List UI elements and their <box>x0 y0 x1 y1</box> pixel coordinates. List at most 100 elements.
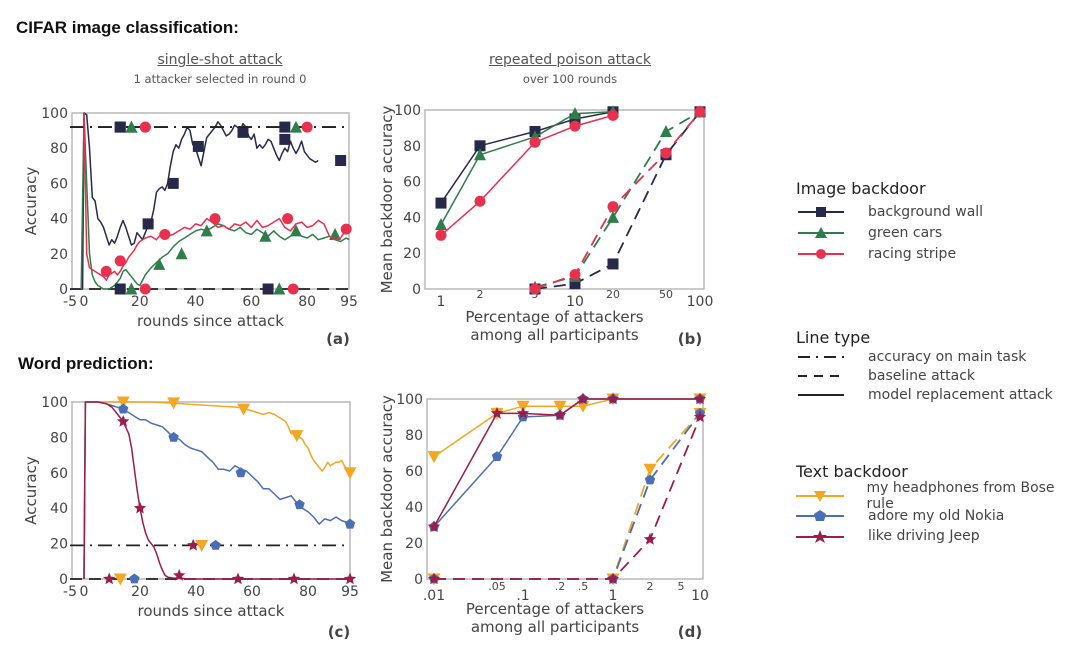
data-point-circle <box>529 136 541 148</box>
x-axis-label: rounds since attack <box>138 602 285 620</box>
plot-frame-d <box>426 398 704 580</box>
y-tick-label: 100 <box>396 392 423 408</box>
data-point-circle <box>607 109 619 121</box>
data-point-circle <box>607 201 619 213</box>
data-point-pentagon <box>644 474 656 485</box>
line-legend-title: Line type <box>796 328 871 347</box>
x-tick-label: 80 <box>298 294 316 310</box>
y-tick-label: 40 <box>403 210 421 226</box>
line-type-marker-triangle <box>125 120 138 133</box>
data-point-triangle <box>569 107 581 120</box>
line-type-marker-star <box>103 572 116 585</box>
data-point-triangle <box>435 218 447 231</box>
series-line-jeep-model-replacement <box>433 398 700 528</box>
line-type-marker-square <box>262 283 274 295</box>
data-point-pentagon <box>235 467 246 478</box>
data-point-triangle <box>200 224 213 237</box>
x-tick-label: 1 <box>437 294 446 310</box>
legend-item-main-task: accuracy on main task <box>796 347 1053 366</box>
y-tick-label: 80 <box>50 141 68 157</box>
series-line-background-wall-model-replacement <box>70 112 319 290</box>
text-backdoor-legend: Text backdoor my headphones from Bose ru… <box>796 462 1080 546</box>
x-axis-label: Percentage of attackers <box>466 600 644 618</box>
series-line-nokia-model-replacement <box>83 401 351 580</box>
line-type-marker-square <box>279 121 291 133</box>
x-tick-label: 2 <box>477 288 484 301</box>
line-type-marker-triangle <box>273 282 286 295</box>
circle-marker-icon <box>798 248 844 259</box>
data-point-triangle <box>175 247 188 260</box>
data-point-star <box>643 532 657 545</box>
line-type-marker-star <box>187 538 200 551</box>
line-type-marker-triangle <box>125 282 138 295</box>
data-point-square <box>335 155 347 167</box>
x-axis-label: among all participants <box>470 326 639 344</box>
y-axis-label: Accuracy <box>22 456 40 525</box>
data-point-circle <box>569 269 581 281</box>
data-point-triangle-down <box>237 403 251 416</box>
y-tick-label: 80 <box>50 430 68 446</box>
legend-item-green-cars: green cars <box>796 222 983 243</box>
image-backdoor-legend: Image backdoor background wall green car… <box>796 179 983 264</box>
panel-label: (a) <box>326 330 350 348</box>
data-point-pentagon <box>294 499 305 510</box>
legend-item-jeep: like driving Jeep <box>796 526 1080 546</box>
pentagon-marker-icon <box>796 510 844 521</box>
panel-label: (d) <box>678 623 702 641</box>
data-point-circle <box>100 265 112 277</box>
data-point-circle <box>529 283 541 295</box>
data-point-pentagon <box>118 403 129 414</box>
legend-label: adore my old Nokia <box>868 508 1005 524</box>
x-tick-label: .5 <box>578 580 589 593</box>
repeated-note: over 100 rounds <box>522 72 618 86</box>
data-point-square <box>237 126 249 138</box>
series-line-jeep-model-replacement <box>83 401 350 580</box>
legend-label: my headphones from Bose rule <box>866 480 1055 512</box>
legend-label: green cars <box>868 224 943 241</box>
y-tick-label: 0 <box>59 282 68 298</box>
y-tick-label: 60 <box>50 176 68 192</box>
data-point-triangle-down <box>553 400 567 413</box>
data-point-square <box>167 177 179 189</box>
y-axis-label: Mean backdoor accuracy <box>378 105 396 293</box>
legend-item-background-wall: background wall <box>796 201 983 222</box>
series-line-headphones-baseline <box>434 412 701 580</box>
data-point-square <box>435 197 447 209</box>
legend-item-racing-stripe: racing stripe <box>796 243 983 264</box>
x-tick-label: .1 <box>516 588 529 604</box>
x-tick-label: 60 <box>243 584 261 600</box>
series-line-background-wall-model-replacement <box>440 111 614 204</box>
data-point-triangle <box>259 229 272 242</box>
plot-frame-a <box>71 112 350 290</box>
x-tick-label: 60 <box>242 294 260 310</box>
x-tick-label: -5 <box>63 294 77 310</box>
data-point-triangle-down <box>427 451 441 464</box>
repeated-title: repeated poison attack <box>488 52 652 68</box>
x-tick-label: .05 <box>488 580 506 593</box>
data-point-star <box>606 392 620 405</box>
data-point-circle <box>114 255 126 267</box>
data-point-circle <box>282 213 294 225</box>
y-tick-label: 0 <box>412 282 421 298</box>
x-tick-label: 95 <box>341 584 359 600</box>
data-point-star <box>117 415 130 427</box>
x-tick-label: 20 <box>606 288 620 301</box>
x-axis-label: rounds since attack <box>137 312 284 330</box>
series-line-headphones-model-replacement <box>433 398 700 458</box>
star-marker-icon <box>796 530 844 543</box>
data-point-star <box>606 572 620 585</box>
line-type-marker-circle <box>139 283 151 295</box>
y-tick-label: 40 <box>405 500 423 516</box>
line-type-marker-square <box>114 283 126 295</box>
plot-frame-c <box>71 401 351 580</box>
y-tick-label: 20 <box>405 536 423 552</box>
data-point-star <box>427 572 441 585</box>
series-line-nokia-baseline <box>434 412 701 580</box>
data-point-triangle-down <box>643 463 657 476</box>
line-type-marker-circle <box>139 121 151 133</box>
y-tick-label: 0 <box>414 572 423 588</box>
x-tick-label: 20 <box>131 294 149 310</box>
data-point-pentagon <box>491 451 503 461</box>
data-point-star <box>693 410 707 423</box>
